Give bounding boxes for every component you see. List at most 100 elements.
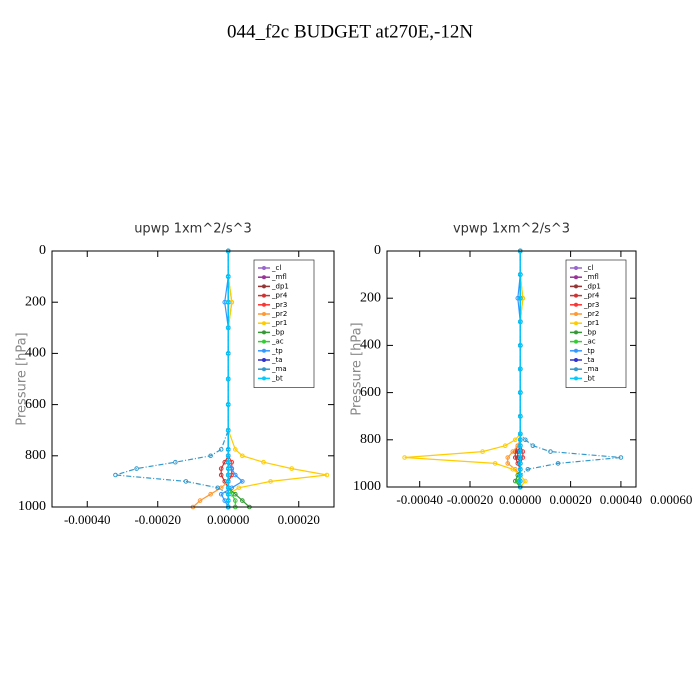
marker <box>515 449 521 454</box>
y-axis-label: Pressure [hPa] <box>15 332 30 425</box>
y-tick-label: 1000 <box>18 499 46 514</box>
marker <box>324 472 330 478</box>
marker <box>225 485 231 491</box>
legend-marker <box>574 339 578 344</box>
legend-label: _pr1 <box>583 319 599 327</box>
marker <box>268 479 273 484</box>
marker <box>502 443 508 449</box>
legend-marker <box>574 293 578 298</box>
marker <box>518 461 523 466</box>
marker <box>510 467 516 472</box>
marker <box>215 485 220 491</box>
y-tick-label: 200 <box>360 290 381 305</box>
legend-label: _ac <box>271 338 284 346</box>
marker <box>520 455 526 460</box>
marker <box>520 449 526 454</box>
marker <box>183 479 189 484</box>
marker <box>515 295 521 301</box>
marker <box>240 479 245 484</box>
x-tick-label: 0.00000 <box>499 492 541 507</box>
marker <box>518 272 523 277</box>
marker <box>225 274 231 279</box>
legend-label: _bt <box>271 374 283 382</box>
legend-label: _dp1 <box>583 282 601 290</box>
legend-marker <box>574 321 578 326</box>
marker <box>492 461 498 466</box>
marker <box>225 447 231 452</box>
plot-frame <box>51 250 335 508</box>
legend-marker <box>262 312 266 316</box>
marker <box>218 466 224 471</box>
marker <box>173 459 178 465</box>
marker <box>512 455 518 460</box>
marker <box>225 459 231 465</box>
legend-marker <box>262 376 266 381</box>
legend-label: _pr2 <box>583 310 599 318</box>
legend-marker <box>574 348 578 353</box>
legend-marker <box>574 358 578 362</box>
legend-label: _cl <box>583 264 593 272</box>
marker <box>225 453 231 459</box>
marker <box>113 472 118 478</box>
marker <box>225 402 231 407</box>
legend-marker <box>262 339 266 344</box>
legend-marker <box>574 330 578 335</box>
y-tick-label: 0 <box>374 243 381 258</box>
legend-marker <box>574 367 578 372</box>
y-tick-label: 600 <box>25 397 46 412</box>
marker <box>233 447 238 452</box>
legend-marker <box>262 302 266 307</box>
marker <box>518 478 523 484</box>
y-tick-label: 800 <box>25 448 46 463</box>
legend-marker <box>574 376 578 381</box>
marker <box>480 449 485 454</box>
marker <box>218 491 224 497</box>
legend-marker <box>574 302 578 307</box>
legend-label: _ta <box>583 356 595 364</box>
marker <box>505 455 511 460</box>
legend-label: _ta <box>271 356 283 364</box>
legend-marker <box>574 275 578 280</box>
y-tick-label: 1000 <box>353 479 381 494</box>
marker <box>208 453 213 459</box>
marker <box>523 437 528 443</box>
y-tick-label: 400 <box>25 346 46 361</box>
legend-marker <box>262 293 266 298</box>
legend-label: _pr3 <box>271 301 287 309</box>
marker <box>525 467 531 472</box>
marker <box>515 478 521 484</box>
marker <box>518 431 523 437</box>
marker <box>225 479 231 484</box>
legend-label: _ac <box>583 338 596 346</box>
marker <box>530 443 536 449</box>
marker <box>520 295 526 301</box>
marker <box>240 453 245 459</box>
legend-marker <box>262 330 266 335</box>
x-tick-label: 0.00020 <box>549 492 591 507</box>
legend-label: _pr4 <box>271 292 288 300</box>
marker <box>548 449 553 454</box>
marker <box>225 351 231 356</box>
marker <box>515 472 521 478</box>
legend-label: _bt <box>583 374 595 382</box>
marker <box>225 427 231 433</box>
legend-marker <box>262 358 266 362</box>
legend-label: _tp <box>271 347 283 355</box>
legend-marker <box>262 275 266 280</box>
series-line <box>115 251 229 507</box>
series-line <box>404 251 527 488</box>
marker <box>518 455 523 460</box>
marker <box>233 498 238 503</box>
legend-label: _pr2 <box>271 310 287 318</box>
legend-label: _pr1 <box>271 319 287 327</box>
marker <box>518 413 523 419</box>
page-title: 044_f2c BUDGET at270E,-12N <box>227 21 473 42</box>
x-tick-label: -0.00020 <box>134 512 181 527</box>
marker <box>236 485 242 491</box>
marker <box>515 443 521 449</box>
legend-marker <box>574 312 578 316</box>
marker <box>515 461 521 466</box>
legend-label: _pr3 <box>583 301 599 309</box>
marker <box>518 467 523 472</box>
